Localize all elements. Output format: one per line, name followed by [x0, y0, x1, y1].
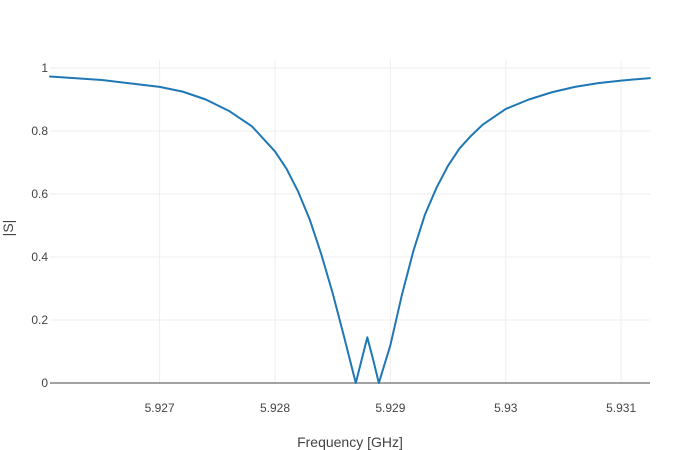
- y-axis-title: |S|: [0, 220, 16, 237]
- x-tick-label: 5.929: [375, 401, 405, 415]
- x-tick-label: 5.928: [260, 401, 290, 415]
- gridlines: [50, 60, 650, 383]
- x-tick-label: 5.93: [494, 401, 518, 415]
- x-axis-title: Frequency [GHz]: [297, 434, 403, 450]
- x-tick-labels: 5.927 5.928 5.929 5.93 5.931: [145, 401, 637, 415]
- series-line: [49, 75, 651, 384]
- y-tick-label: 1: [41, 61, 48, 75]
- y-tick-label: 0.6: [31, 187, 48, 201]
- y-tick-label: 0.2: [31, 313, 48, 327]
- y-tick-label: 0.8: [31, 124, 48, 138]
- y-tick-labels: 0 0.2 0.4 0.6 0.8 1: [31, 61, 48, 390]
- x-tick-label: 5.927: [145, 401, 175, 415]
- x-tick-label: 5.931: [606, 401, 636, 415]
- y-tick-label: 0.4: [31, 250, 48, 264]
- y-tick-label: 0: [41, 376, 48, 390]
